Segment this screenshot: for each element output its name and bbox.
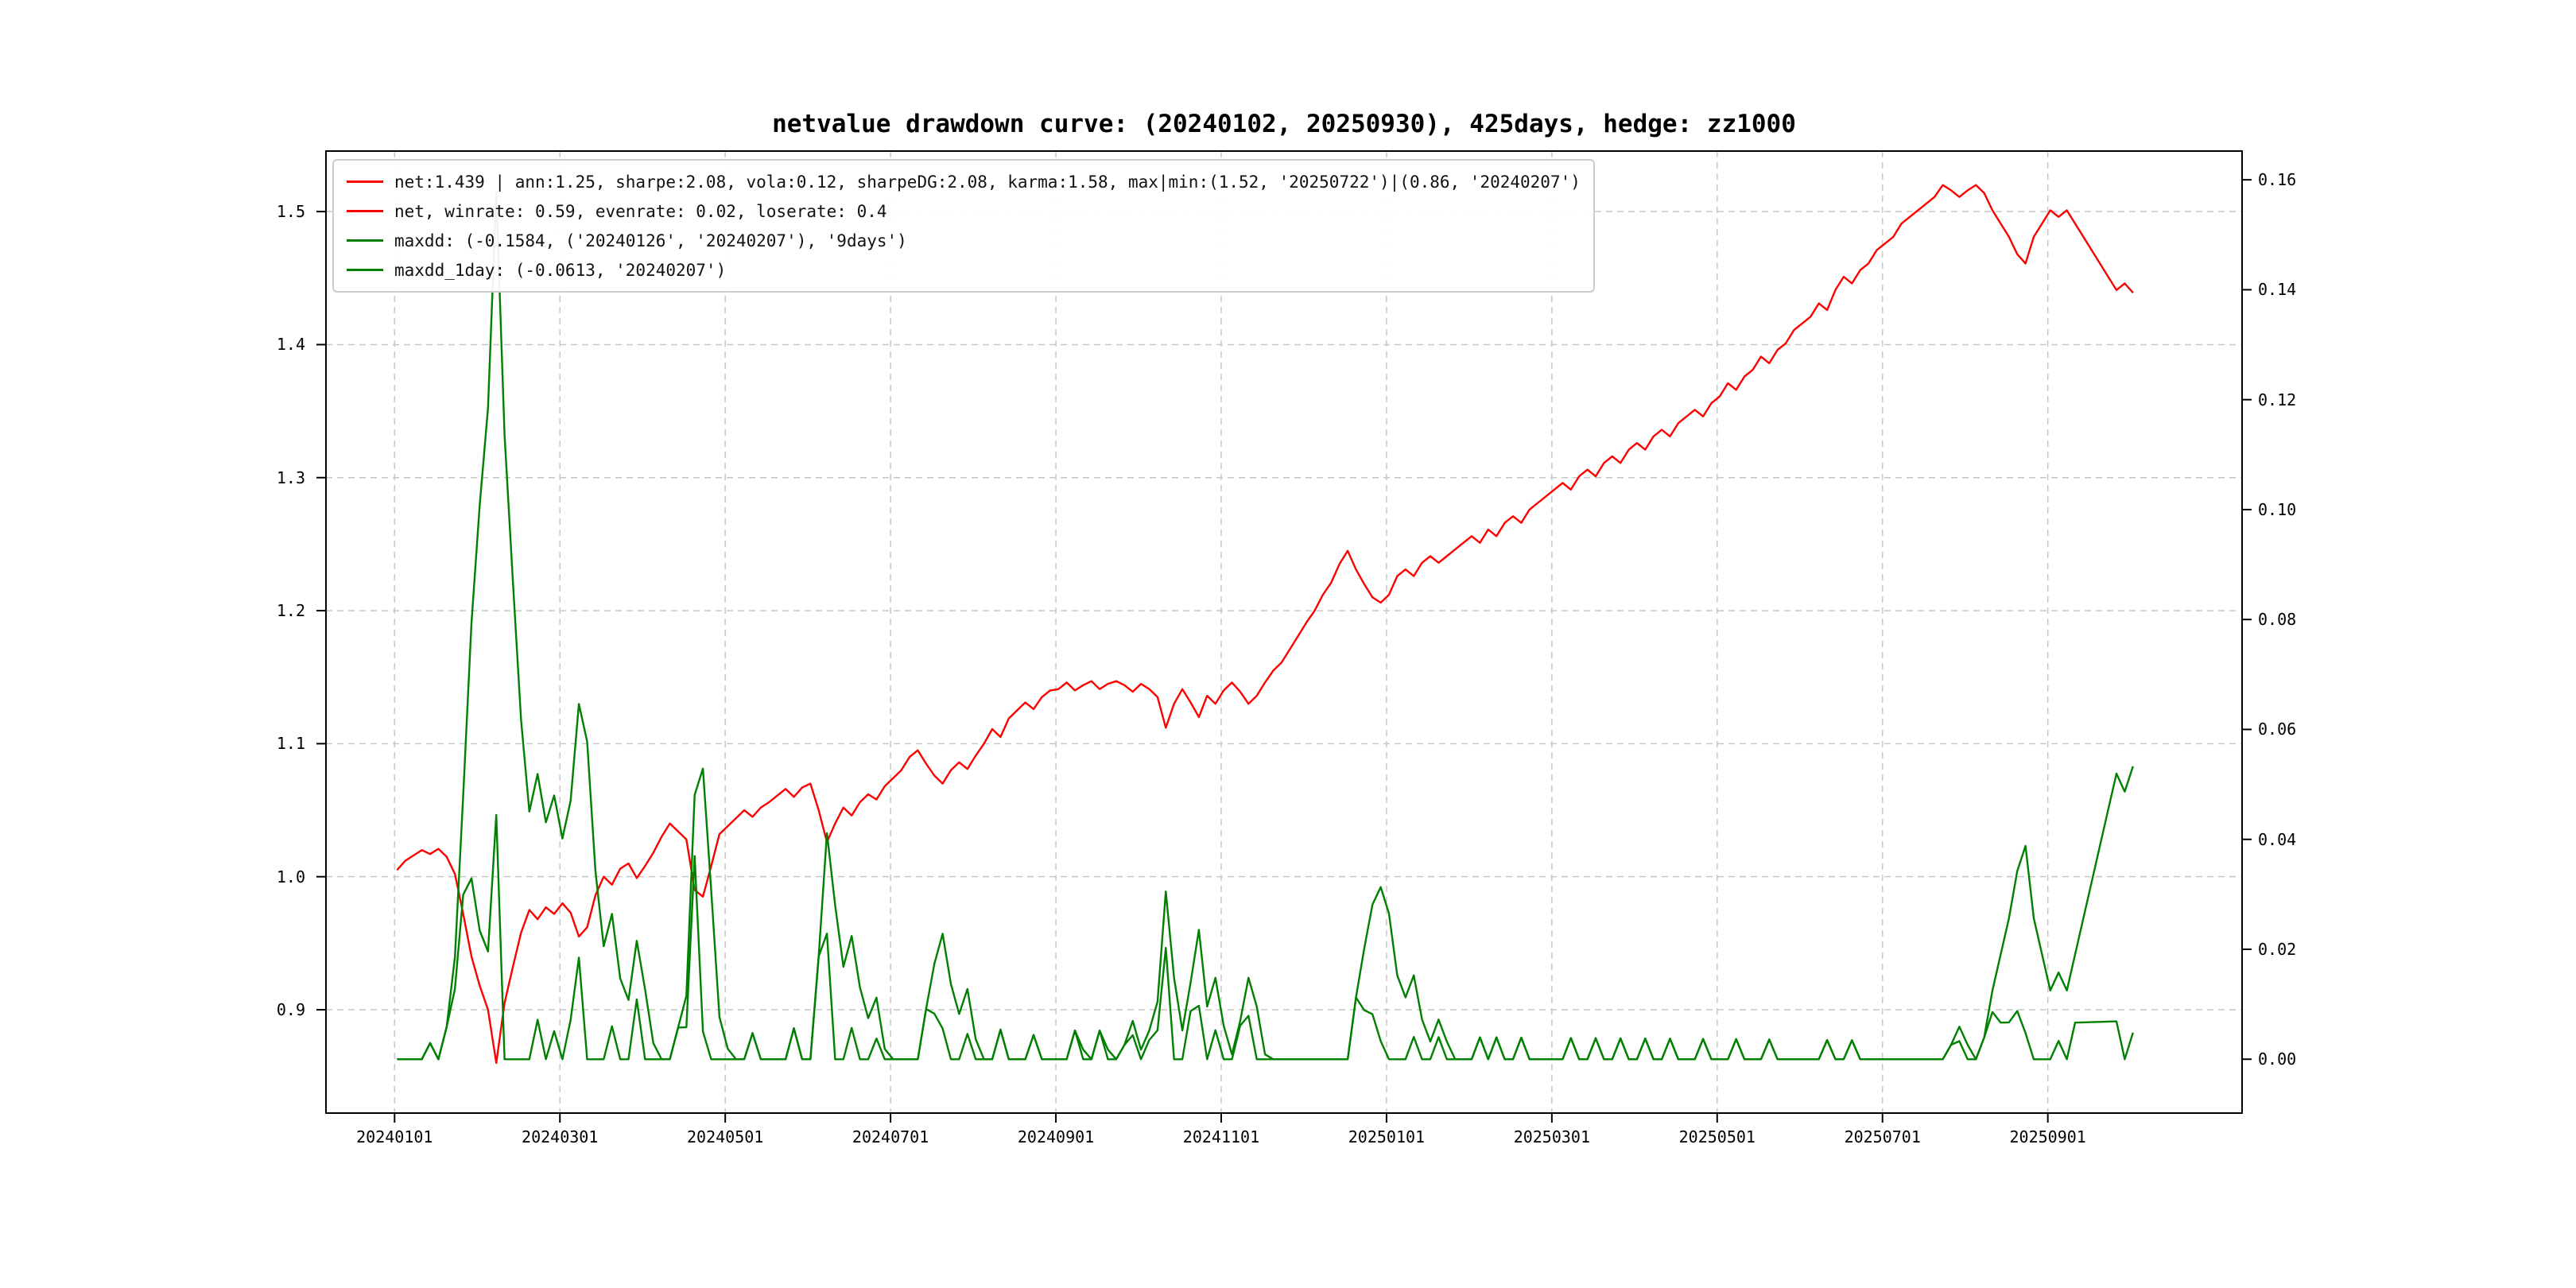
y-right-tick-label: 0.14 (2258, 280, 2297, 300)
chart-title: netvalue drawdown curve: (20240102, 2025… (772, 110, 1796, 138)
y-left-tick-label: 1.3 (276, 467, 305, 487)
legend-item-maxdd-1day: maxdd_1day: (-0.0613, '20240207') (347, 257, 1581, 283)
y-right-tick-label: 0.06 (2258, 720, 2297, 739)
legend-line-sample (347, 210, 383, 212)
x-tick-label: 20240301 (522, 1127, 599, 1146)
legend-label: maxdd: (-0.1584, ('20240126', '20240207'… (394, 231, 907, 250)
x-tick-label: 20250501 (1678, 1127, 1755, 1146)
y-left-tick-label: 1.2 (276, 601, 305, 621)
x-tick-label: 20250901 (2009, 1127, 2086, 1146)
x-tick-label: 20250701 (1844, 1127, 1921, 1146)
plot-border (325, 150, 2243, 1114)
y-left-tick-label: 1.1 (276, 734, 305, 754)
net-line (396, 184, 2134, 1065)
y-left-tick-label: 1.0 (276, 867, 305, 886)
legend-line-sample (347, 180, 383, 183)
legend-item-net-winrate: net, winrate: 0.59, evenrate: 0.02, lose… (347, 198, 1581, 224)
x-tick-label: 20240501 (686, 1127, 764, 1146)
legend-item-net-stats: net:1.439 | ann:1.25, sharpe:2.08, vola:… (347, 169, 1581, 195)
y-right-tick-label: 0.04 (2258, 829, 2297, 849)
x-tick-label: 20240701 (852, 1127, 929, 1146)
y-left-tick-label: 0.9 (276, 999, 305, 1019)
y-right-tick-label: 0.00 (2258, 1049, 2297, 1069)
y-right-tick-label: 0.16 (2258, 170, 2297, 190)
legend-line-sample (347, 269, 383, 271)
y-left-tick-label: 1.5 (276, 202, 305, 222)
plot-background (326, 151, 2242, 1113)
y-left-tick-label: 1.4 (276, 335, 305, 355)
x-tick-label: 20240101 (356, 1127, 433, 1146)
x-tick-label: 20250301 (1513, 1127, 1591, 1146)
legend: net:1.439 | ann:1.25, sharpe:2.08, vola:… (332, 159, 1595, 293)
maxdd-1day-line (397, 813, 2134, 1061)
x-tick-label: 20241101 (1182, 1127, 1260, 1146)
legend-item-maxdd: maxdd: (-0.1584, ('20240126', '20240207'… (347, 227, 1581, 254)
legend-label: maxdd_1day: (-0.0613, '20240207') (394, 260, 727, 280)
y-right-tick-label: 0.10 (2258, 499, 2297, 519)
legend-label: net, winrate: 0.59, evenrate: 0.02, lose… (394, 201, 887, 221)
legend-line-sample (347, 239, 383, 242)
x-tick-label: 20240901 (1017, 1127, 1095, 1146)
y-right-tick-label: 0.02 (2258, 939, 2297, 959)
y-right-tick-label: 0.12 (2258, 390, 2297, 409)
y-right-tick-label: 0.08 (2258, 610, 2297, 630)
legend-label: net:1.439 | ann:1.25, sharpe:2.08, vola:… (394, 172, 1581, 192)
x-tick-label: 20250101 (1348, 1127, 1426, 1146)
